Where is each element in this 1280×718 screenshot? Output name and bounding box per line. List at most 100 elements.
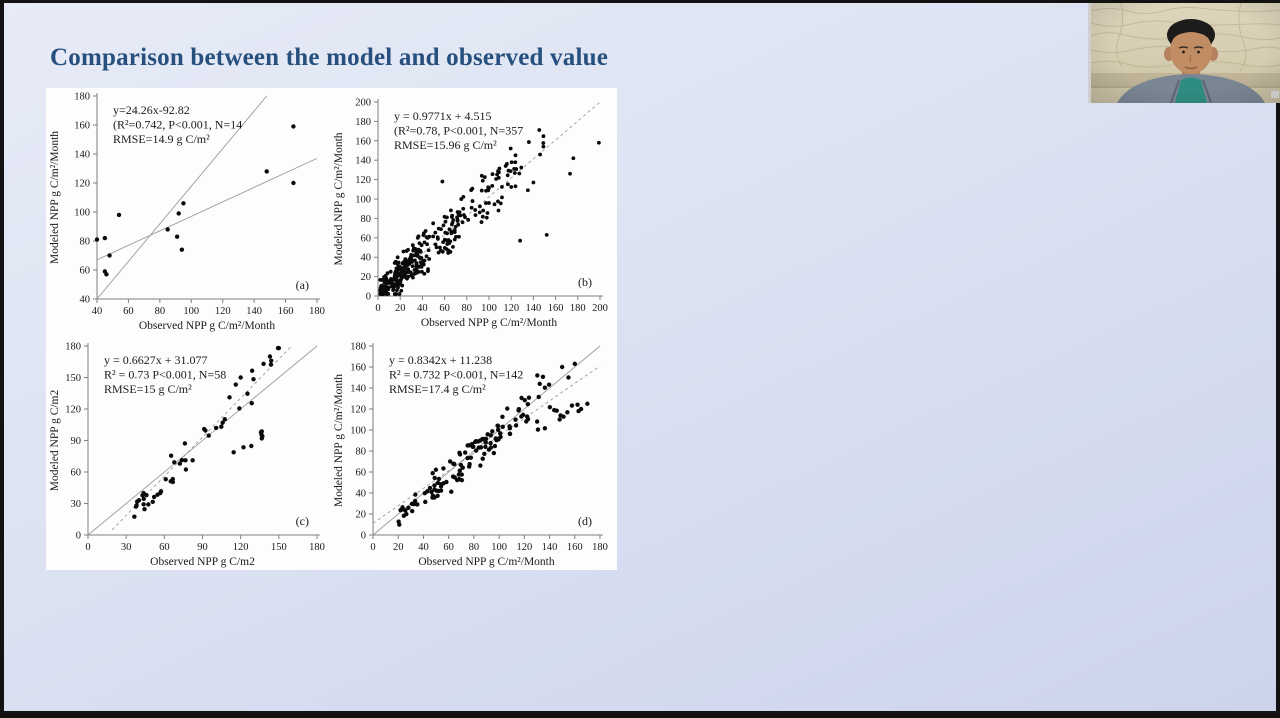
data-point xyxy=(406,505,411,510)
data-point xyxy=(575,402,580,407)
data-point xyxy=(395,255,400,260)
data-point xyxy=(414,264,419,269)
fit-line xyxy=(372,365,601,524)
panel-label-c: (c) xyxy=(296,514,309,528)
mouth xyxy=(1184,66,1198,70)
data-point xyxy=(473,213,478,218)
y-tick-label: 200 xyxy=(355,98,371,109)
data-point xyxy=(559,364,565,370)
data-point xyxy=(436,226,441,231)
data-point xyxy=(488,433,493,438)
x-tick-label: 120 xyxy=(516,542,532,553)
data-point xyxy=(497,166,502,171)
data-point xyxy=(107,253,112,258)
data-point xyxy=(241,445,246,450)
y-tick-label: 20 xyxy=(356,510,367,521)
data-point xyxy=(486,185,491,190)
data-point xyxy=(453,224,458,229)
data-point xyxy=(220,420,225,425)
face xyxy=(1170,28,1212,74)
data-point xyxy=(468,455,474,460)
data-point xyxy=(384,290,389,295)
data-point xyxy=(455,218,460,222)
data-point xyxy=(231,450,236,455)
data-point xyxy=(465,443,470,448)
data-point xyxy=(445,231,449,236)
data-point xyxy=(409,258,414,263)
data-point xyxy=(500,195,504,200)
data-point xyxy=(421,233,426,238)
data-point xyxy=(466,217,471,222)
data-point xyxy=(227,395,232,400)
data-point xyxy=(490,429,495,434)
data-point xyxy=(222,417,227,422)
data-point xyxy=(134,503,139,508)
x-tick-label: 200 xyxy=(592,303,608,314)
chart-svg-a: 40 60 80 100 120 140 160 180 40 60 80 100 120 140 160 1… xyxy=(49,92,325,333)
data-point xyxy=(182,441,188,446)
data-point xyxy=(387,281,392,285)
x-tick-label: 60 xyxy=(443,542,454,553)
y-tick-label: 160 xyxy=(74,121,90,132)
data-point xyxy=(568,171,572,176)
data-point xyxy=(264,169,269,174)
data-point xyxy=(505,173,510,178)
data-point xyxy=(165,227,170,232)
data-point xyxy=(410,243,415,248)
data-point xyxy=(516,408,521,413)
data-point xyxy=(170,476,175,482)
data-point xyxy=(399,288,404,293)
data-point xyxy=(414,253,419,258)
data-point xyxy=(401,270,406,275)
y-tick-label: 0 xyxy=(76,531,81,542)
presenter-scene xyxy=(1091,3,1280,103)
data-point xyxy=(519,165,524,170)
y-tick-label: 180 xyxy=(74,92,90,103)
data-point xyxy=(409,508,415,514)
data-point xyxy=(422,258,427,263)
data-point xyxy=(535,373,540,378)
y-tick-label: 0 xyxy=(366,292,371,303)
data-point xyxy=(517,171,522,176)
x-tick-label: 80 xyxy=(469,542,480,553)
data-point xyxy=(452,230,457,235)
y-tick-label: 160 xyxy=(355,136,371,147)
data-point xyxy=(541,134,546,139)
x-tick-label: 160 xyxy=(567,542,583,553)
data-point xyxy=(438,245,442,250)
y-tick-label: 120 xyxy=(350,405,366,416)
data-point xyxy=(414,270,419,275)
data-point xyxy=(509,160,514,165)
eyebrow-left xyxy=(1178,46,1189,49)
data-point xyxy=(444,479,449,485)
data-point xyxy=(401,513,407,518)
x-tick-label: 0 xyxy=(375,303,380,314)
data-point xyxy=(535,427,541,432)
data-point xyxy=(461,194,466,199)
data-point xyxy=(456,222,461,227)
y-tick-label: 60 xyxy=(356,468,367,479)
y-tick-label: 180 xyxy=(350,342,366,353)
chart-b-annotation-line: RMSE=15.96 g C/m² xyxy=(394,138,497,152)
presenter-avatar xyxy=(1117,19,1265,103)
data-point xyxy=(291,180,296,186)
data-point xyxy=(190,458,195,463)
eyebrow-right xyxy=(1193,46,1204,49)
data-point xyxy=(486,188,491,193)
data-point xyxy=(500,414,505,420)
data-point xyxy=(384,281,389,286)
scatter-figure-panel: 40 60 80 100 120 140 160 180 40 60 80 100 120 140 160 1… xyxy=(46,88,617,570)
y-axis-label-d: Modeled NPP g C/m²/Month xyxy=(333,374,345,507)
data-point xyxy=(269,358,274,363)
data-point xyxy=(401,260,406,265)
data-point xyxy=(494,177,498,181)
x-tick-label: 80 xyxy=(155,306,166,317)
x-tick-label: 180 xyxy=(592,542,608,553)
data-point xyxy=(432,487,437,492)
lapel-right xyxy=(1202,79,1212,103)
data-point xyxy=(426,248,431,253)
data-point xyxy=(436,250,441,255)
data-point xyxy=(537,381,542,387)
data-point xyxy=(410,272,415,277)
y-tick-label: 180 xyxy=(65,342,81,353)
